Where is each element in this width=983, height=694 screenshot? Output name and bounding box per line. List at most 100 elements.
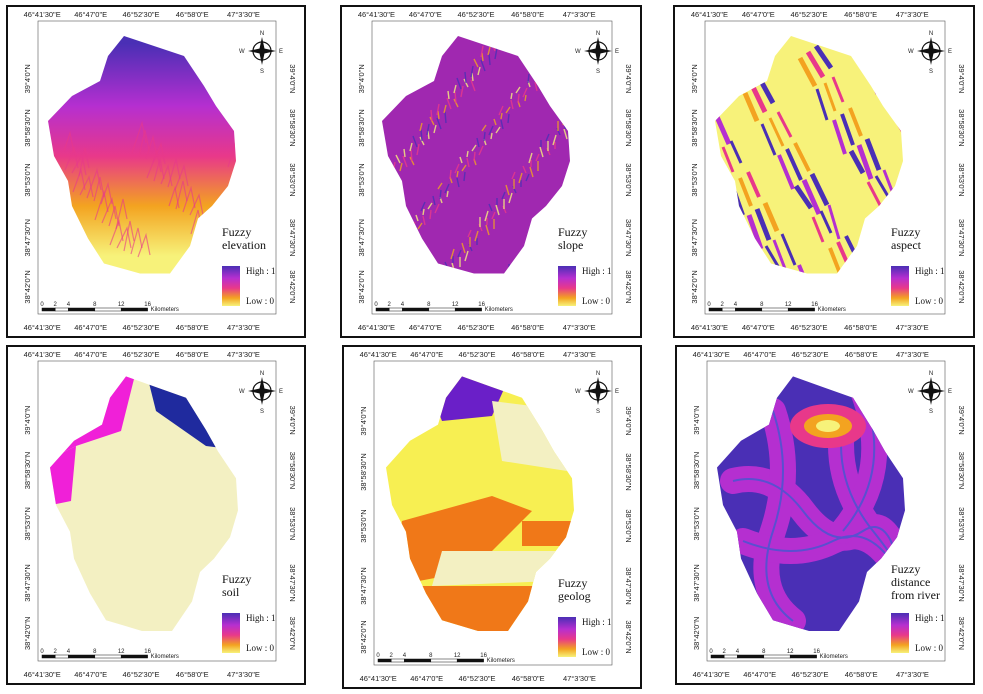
slope-texture [383, 188, 386, 198]
compass-e: E [948, 49, 952, 55]
slope-texture [436, 117, 442, 130]
slope-texture [407, 70, 412, 82]
slope-texture [501, 191, 506, 200]
scale-tick-label: 2 [390, 653, 394, 659]
terrain-ridge [189, 193, 204, 216]
terrain-ridge [71, 153, 87, 176]
river-line [732, 478, 904, 592]
aspect-streak [760, 123, 777, 156]
scale-tick-label: 4 [401, 302, 405, 308]
slope-texture [466, 157, 470, 168]
latitude-label-left: 38°42'0"N [690, 270, 699, 303]
terrain-ridge [123, 220, 135, 252]
slope-texture [517, 93, 520, 104]
slope-texture [423, 37, 428, 46]
longitude-label-top: 46°47'0"E [74, 10, 107, 19]
slope-texture [488, 125, 494, 136]
compass-w: W [239, 49, 245, 55]
slope-texture [508, 263, 511, 274]
slope-texture [522, 265, 525, 274]
scale-segment [54, 654, 69, 659]
slope-texture [410, 149, 413, 162]
longitude-label-top: 46°41'30"E [358, 10, 395, 19]
aspect-streak [725, 268, 739, 274]
scale-tick-label: 12 [452, 302, 459, 308]
latitude-label-left: 38°53'0"N [23, 163, 32, 196]
aspect-streak [848, 149, 866, 175]
slope-texture [454, 91, 457, 104]
scale-segment [430, 658, 458, 663]
aspect-streak [815, 88, 829, 121]
slope-texture [478, 145, 484, 156]
legend-colorbar [891, 613, 909, 653]
neatline [37, 360, 277, 662]
map-title-line: Fuzzy [891, 562, 920, 576]
longitude-label-bottom: 46°58'0"E [512, 674, 545, 683]
slope-texture [377, 260, 381, 269]
compass-n: N [596, 31, 600, 37]
latitude-label-right: 38°53'0"N [957, 507, 966, 540]
terrain-ridge [79, 175, 94, 198]
slope-texture [505, 184, 510, 196]
slope-texture [395, 247, 398, 258]
scale-tick-label: 2 [54, 302, 58, 308]
terrain-ridge [204, 209, 219, 241]
longitude-label-bottom: 46°52'30"E [457, 323, 494, 332]
slope-texture [483, 131, 486, 142]
compass-needle [248, 388, 276, 394]
slope-texture [422, 215, 426, 226]
scale-segment [68, 654, 96, 659]
map-title-line: Fuzzy [558, 576, 587, 590]
slope-texture [379, 267, 380, 273]
slope-texture [535, 153, 540, 162]
legend-low-label: Low : 0 [246, 296, 274, 306]
slope-texture [450, 248, 455, 260]
aspect-streak [793, 184, 814, 210]
latitude-label-right: 38°47'30"N [288, 219, 297, 257]
terrain-ridge [64, 145, 79, 171]
slope-texture [527, 73, 530, 84]
longitude-label-top: 46°52'30"E [122, 350, 159, 359]
longitude-label-bottom: 46°52'30"E [790, 323, 827, 332]
scale-segment [377, 658, 392, 663]
slope-texture [577, 188, 578, 199]
slope-texture [495, 204, 500, 216]
slope-texture [416, 143, 420, 156]
elevation-surface [48, 36, 236, 274]
slope-texture [412, 135, 418, 148]
scale-tick-label: 2 [721, 302, 725, 308]
longitude-label-bottom: 46°47'0"E [409, 323, 442, 332]
longitude-label-bottom: 46°47'0"E [743, 670, 776, 679]
aspect-streak [758, 79, 776, 105]
scale-tick-label: 8 [429, 653, 433, 659]
longitude-label-bottom: 46°52'30"E [122, 323, 159, 332]
slope-texture [522, 165, 527, 174]
compass-w: W [239, 389, 245, 395]
map-title-line: Fuzzy [891, 225, 920, 239]
slope-texture [494, 47, 498, 60]
slope-texture [488, 53, 491, 66]
map-frame: 46°41'30"E 46°41'30"E 46°47'0"E 46°47'0"E 46… [23, 10, 297, 332]
slope-texture [539, 146, 544, 158]
map-frame: 46°41'30"E 46°41'30"E 46°47'0"E 46°47'0"E 46… [690, 10, 966, 332]
map-frame: 46°41'30"E 46°41'30"E 46°47'0"E 46°47'0"E 46… [357, 10, 633, 332]
north-arrow-icon: N S E W [239, 371, 283, 415]
longitude-label-bottom: 46°58'0"E [176, 323, 209, 332]
far-zone-peak [816, 420, 840, 432]
latitude-label-left: 38°58'30"N [23, 452, 32, 490]
longitude-label-bottom: 47°3'30"E [896, 670, 929, 679]
slope-texture [463, 171, 466, 182]
latitude-label-right: 38°47'30"N [957, 219, 966, 257]
latitude-label-right: 38°53'0"N [624, 163, 633, 196]
slope-texture [515, 264, 518, 274]
latitude-label-right: 38°53'0"N [957, 163, 966, 196]
longitude-label-top: 46°52'30"E [457, 10, 494, 19]
compass-w: W [575, 49, 581, 55]
slope-texture [561, 42, 565, 50]
compass-n: N [260, 31, 264, 37]
latitude-label-right: 38°53'0"N [288, 163, 297, 196]
slope-texture [569, 186, 570, 196]
latitude-label-right: 38°42'0"N [957, 617, 966, 650]
